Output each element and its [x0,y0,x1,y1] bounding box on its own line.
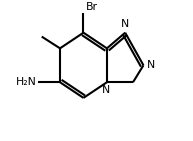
Text: H₂N: H₂N [16,77,36,87]
Text: N: N [121,19,129,29]
Text: N: N [147,60,155,70]
Text: Br: Br [86,2,98,12]
Text: N: N [102,85,110,95]
